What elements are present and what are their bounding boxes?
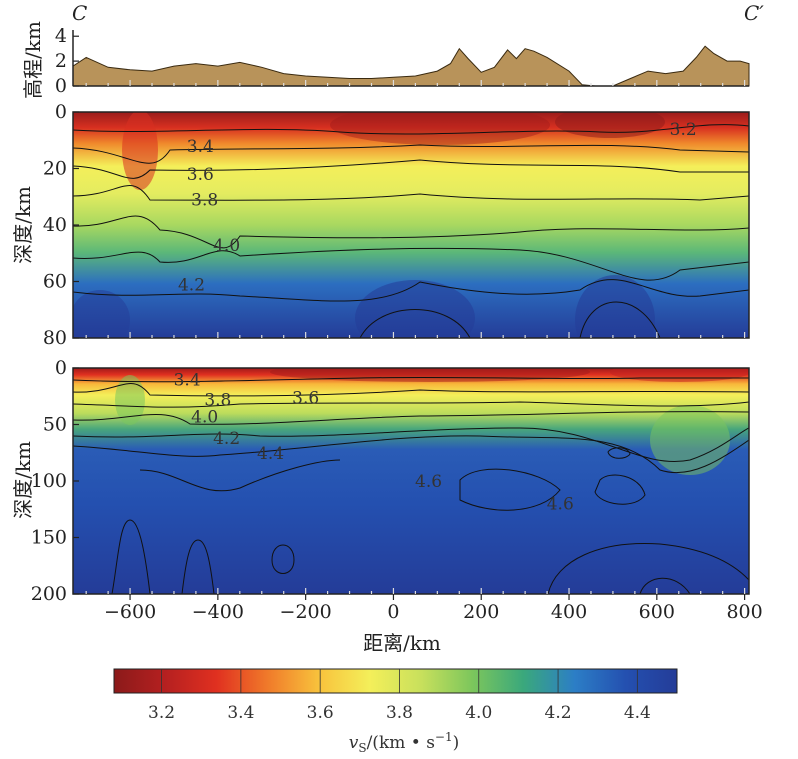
contour-label: 4.0 xyxy=(213,236,240,256)
deep-overlays xyxy=(73,368,749,594)
contour-line xyxy=(359,309,471,338)
shallow-panel: 3.2 3.4 3.6 3.8 4.0 4.2 0 20 40 60 80 深度/km xyxy=(11,101,750,349)
profile-end-label: C′ xyxy=(744,1,764,25)
elevation-fill xyxy=(72,45,750,87)
deep-y-tick-label: 50 xyxy=(43,414,67,436)
contour-line xyxy=(73,401,749,408)
shallow-y-tick-label: 20 xyxy=(43,158,67,180)
colorbar-label-sub: S xyxy=(358,741,366,755)
colorbar: 3.2 3.4 3.6 3.8 4.0 4.2 4.4 vS/(km • s−1) xyxy=(113,668,678,755)
contour-line xyxy=(579,301,661,338)
contour-line xyxy=(181,539,215,594)
contour-line xyxy=(73,215,749,249)
contour-label: 4.2 xyxy=(213,429,240,449)
colorbar-tick-label: 3.6 xyxy=(307,703,334,723)
shallow-fast-anomaly xyxy=(575,275,655,338)
elevation-panel: 0 2 4 高程/km xyxy=(21,21,750,99)
contour-line xyxy=(73,435,749,474)
contour-label: 3.4 xyxy=(174,370,201,390)
deep-slow-anomaly xyxy=(610,368,749,382)
shallow-y-tick-label: 60 xyxy=(43,271,67,293)
contour-line xyxy=(73,376,749,383)
x-tick-label: 800 xyxy=(726,601,762,623)
contour-label: 3.8 xyxy=(204,391,231,411)
contour-label: 4.4 xyxy=(257,444,284,464)
shallow-ylabel: 深度/km xyxy=(11,186,35,264)
contour-label: 3.6 xyxy=(187,165,214,185)
colorbar-label-exp: −1 xyxy=(435,730,453,744)
shallow-fast-anomaly xyxy=(73,290,130,338)
deep-ylabel: 深度/km xyxy=(11,441,35,519)
x-tick-label: 200 xyxy=(463,601,499,623)
contour-label: 3.6 xyxy=(292,388,319,408)
colorbar-tick-label: 3.4 xyxy=(227,703,254,723)
colorbar-label: vS/(km • s−1) xyxy=(349,730,460,755)
colorbar-tick-label: 4.4 xyxy=(624,703,651,723)
x-axis-label: 距离/km xyxy=(363,631,441,655)
contour-line xyxy=(111,519,151,594)
contour-line xyxy=(73,427,749,462)
contour-line xyxy=(594,474,646,505)
deep-y-tick-label: 150 xyxy=(31,527,67,549)
contour-line xyxy=(73,159,749,179)
colorbar-label-main: v xyxy=(349,733,359,753)
x-tick-label: 600 xyxy=(639,601,675,623)
contour-line xyxy=(607,447,631,459)
contour-line xyxy=(459,468,561,511)
contour-label: 3.8 xyxy=(191,191,218,211)
colorbar-label-units: /(km • s xyxy=(367,733,435,753)
colorbar-label-close: ) xyxy=(453,733,460,753)
shallow-y-tick-label: 0 xyxy=(55,101,67,123)
contour-label: 4.0 xyxy=(191,408,218,428)
contour-line xyxy=(73,144,749,164)
shallow-slow-anomaly xyxy=(330,112,550,145)
contour-line xyxy=(73,279,749,302)
elevation-tick-label: 4 xyxy=(55,25,67,47)
shallow-slow-anomaly xyxy=(555,112,665,138)
elevation-tick-label: 0 xyxy=(55,75,67,97)
colorbar-gradient xyxy=(113,668,678,694)
x-tick-label: 0 xyxy=(387,601,399,623)
contour-line xyxy=(73,247,749,281)
contour-line xyxy=(73,185,749,201)
colorbar-tick-label: 3.8 xyxy=(386,703,413,723)
contour-label: 3.4 xyxy=(187,137,214,157)
elevation-ylabel: 高程/km xyxy=(21,21,45,99)
contour-line xyxy=(73,124,749,135)
deep-transition-anomaly xyxy=(650,405,730,475)
x-tick-label: 400 xyxy=(551,601,587,623)
contour-line xyxy=(73,383,749,397)
deep-heatmap xyxy=(73,368,749,594)
shallow-y-tick-label: 80 xyxy=(43,327,67,349)
contour-line xyxy=(271,544,295,574)
contour-label: 4.6 xyxy=(547,495,574,515)
contour-label: 3.2 xyxy=(670,120,697,140)
x-tick-label: −200 xyxy=(280,601,332,623)
shallow-fast-anomaly xyxy=(355,280,475,338)
colorbar-tick-label: 4.2 xyxy=(545,703,572,723)
colorbar-tick-label: 4.0 xyxy=(465,703,492,723)
deep-panel: 3.4 3.6 3.84.04.2 4.4 4.6 4.6 0 50 100 150 200 深度… xyxy=(11,357,750,605)
x-tick-label: −400 xyxy=(192,601,244,623)
contour-line xyxy=(639,577,691,594)
contour-line xyxy=(547,542,749,594)
contour-label: 4.2 xyxy=(178,275,205,295)
deep-y-tick-label: 200 xyxy=(31,583,67,605)
contour-label: 4.6 xyxy=(415,472,442,492)
contour-line xyxy=(139,459,341,492)
shallow-overlays xyxy=(73,112,749,338)
contour-line xyxy=(73,411,749,425)
colorbar-tick-label: 3.2 xyxy=(148,703,175,723)
elevation-tick-label: 2 xyxy=(55,50,67,72)
deep-y-tick-label: 100 xyxy=(31,470,67,492)
shallow-y-tick-label: 40 xyxy=(43,214,67,236)
x-tick-label: −600 xyxy=(104,601,156,623)
deep-slow-anomaly xyxy=(115,375,145,425)
deep-y-tick-label: 0 xyxy=(55,357,67,379)
profile-start-label: C xyxy=(72,1,87,25)
